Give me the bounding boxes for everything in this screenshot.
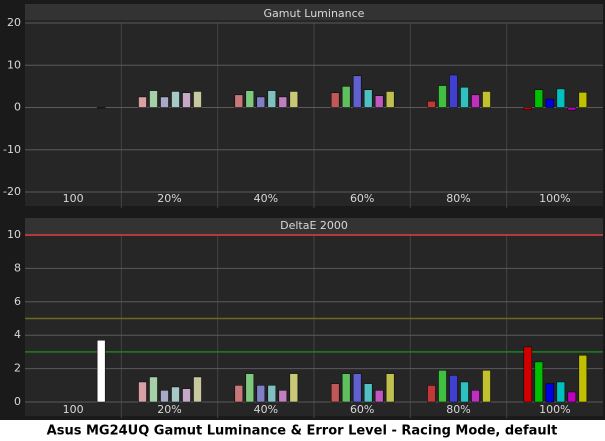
bar bbox=[352, 75, 362, 108]
bar bbox=[578, 354, 588, 403]
bar bbox=[363, 383, 373, 403]
header bbox=[25, 218, 603, 234]
bar bbox=[385, 91, 395, 108]
bar bbox=[193, 376, 202, 403]
y-tick-label: 20 bbox=[7, 16, 21, 29]
bar bbox=[160, 96, 169, 108]
bar bbox=[523, 346, 533, 403]
bar bbox=[482, 91, 491, 108]
y-tick-label: -20 bbox=[3, 185, 21, 198]
x-tick-label: 80% bbox=[446, 192, 470, 205]
bar bbox=[341, 373, 351, 403]
bar bbox=[289, 91, 299, 108]
bar bbox=[545, 98, 555, 108]
bar bbox=[256, 385, 266, 403]
bar bbox=[193, 91, 202, 108]
bar bbox=[449, 74, 458, 108]
bar bbox=[471, 390, 480, 403]
x-tick-label: 100% bbox=[539, 192, 570, 205]
y-tick-label: 0 bbox=[14, 395, 21, 408]
bar bbox=[330, 92, 340, 108]
bar bbox=[245, 90, 255, 108]
x-tick-label: 60% bbox=[350, 403, 374, 416]
bar bbox=[182, 388, 191, 403]
bar bbox=[545, 383, 555, 403]
x-tick-label: 100 bbox=[63, 403, 84, 416]
y-tick-label: 2 bbox=[14, 362, 21, 375]
bar bbox=[330, 383, 340, 403]
bar bbox=[245, 373, 255, 403]
bar bbox=[234, 385, 244, 403]
bar bbox=[534, 89, 544, 108]
bar bbox=[460, 86, 469, 108]
x-tick-label: 100% bbox=[539, 403, 570, 416]
y-tick-label: 6 bbox=[14, 295, 21, 308]
caption: Asus MG24UQ Gamut Luminance & Error Leve… bbox=[47, 424, 558, 439]
bar bbox=[374, 390, 384, 403]
bar bbox=[427, 385, 436, 403]
bar bbox=[341, 86, 351, 108]
bar bbox=[374, 95, 384, 108]
x-tick-label: 40% bbox=[254, 192, 278, 205]
bar bbox=[567, 391, 577, 403]
bar bbox=[149, 90, 158, 108]
bar bbox=[160, 390, 169, 403]
bar bbox=[267, 385, 277, 403]
x-tick-label: 60% bbox=[350, 192, 374, 205]
chart-title: Gamut Luminance bbox=[264, 7, 365, 20]
bar bbox=[96, 339, 106, 403]
bar bbox=[138, 96, 147, 108]
bar bbox=[460, 381, 469, 403]
bar bbox=[385, 373, 395, 403]
bar bbox=[471, 94, 480, 108]
bar bbox=[96, 107, 106, 109]
bar bbox=[556, 88, 566, 108]
bar bbox=[234, 94, 244, 108]
x-tick-label: 80% bbox=[446, 403, 470, 416]
bar bbox=[578, 92, 588, 108]
chart-title: DeltaE 2000 bbox=[280, 219, 348, 232]
bar bbox=[138, 381, 147, 403]
y-tick-label: 10 bbox=[7, 228, 21, 241]
bar bbox=[438, 85, 447, 108]
y-tick-label: 10 bbox=[7, 58, 21, 71]
bar bbox=[534, 361, 544, 403]
bar bbox=[523, 107, 533, 110]
y-tick-label: 0 bbox=[14, 101, 21, 114]
bar bbox=[278, 96, 288, 108]
y-tick-label: 4 bbox=[14, 328, 21, 341]
bar bbox=[289, 373, 299, 403]
header bbox=[25, 4, 603, 20]
bar bbox=[267, 90, 277, 108]
bar bbox=[171, 386, 180, 403]
bar bbox=[256, 96, 266, 108]
bar bbox=[171, 91, 180, 108]
x-tick-label: 20% bbox=[157, 403, 181, 416]
bar bbox=[278, 390, 288, 403]
y-tick-label: 8 bbox=[14, 261, 21, 274]
bar bbox=[482, 370, 491, 403]
bar bbox=[567, 107, 577, 111]
bar bbox=[556, 381, 566, 403]
bar bbox=[182, 92, 191, 108]
y-tick-label: -10 bbox=[3, 143, 21, 156]
bar bbox=[363, 89, 373, 108]
x-tick-label: 20% bbox=[157, 192, 181, 205]
x-tick-label: 40% bbox=[254, 403, 278, 416]
bar bbox=[449, 375, 458, 403]
bar bbox=[149, 376, 158, 403]
bar bbox=[427, 100, 436, 108]
bar bbox=[438, 370, 447, 403]
bar bbox=[352, 373, 362, 403]
x-tick-label: 100 bbox=[63, 192, 84, 205]
